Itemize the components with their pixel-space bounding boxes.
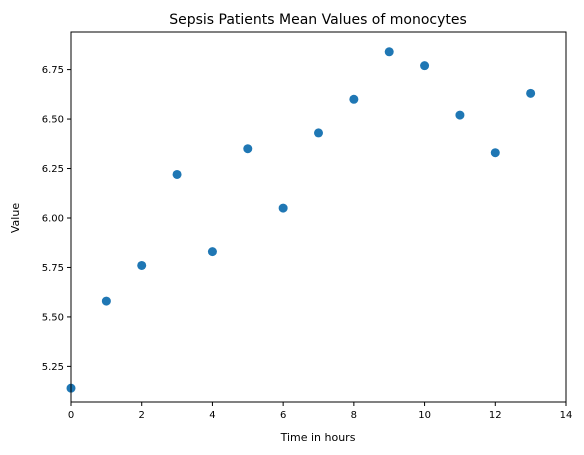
x-axis-label: Time in hours xyxy=(280,431,356,444)
data-point xyxy=(278,203,288,213)
data-point xyxy=(420,61,430,71)
data-point xyxy=(137,260,147,270)
data-point xyxy=(384,47,394,57)
x-axis-ticks: 0 2 4 6 8 10 12 14 xyxy=(68,402,573,421)
chart-title: Sepsis Patients Mean Values of monocytes xyxy=(169,12,467,28)
y-tick-label: 5.25 xyxy=(42,362,64,373)
x-tick-label: 12 xyxy=(489,410,502,421)
data-point xyxy=(349,94,359,104)
x-tick-label: 4 xyxy=(209,410,215,421)
y-axis-label: Value xyxy=(9,203,22,233)
y-tick-label: 6.75 xyxy=(42,65,64,76)
y-tick-label: 5.75 xyxy=(42,263,64,274)
data-point xyxy=(314,128,323,138)
data-point xyxy=(207,247,217,257)
data-point xyxy=(455,110,465,120)
axes-frame xyxy=(70,31,567,403)
y-axis-ticks: 5.25 5.50 5.75 6.00 6.25 6.50 6.75 xyxy=(42,65,71,373)
x-tick-label: 2 xyxy=(139,410,145,421)
x-tick-label: 6 xyxy=(280,410,286,421)
data-point xyxy=(101,296,111,306)
data-point xyxy=(172,169,182,179)
data-point xyxy=(243,144,253,154)
x-tick-label: 8 xyxy=(351,410,357,421)
plot-area xyxy=(66,47,536,393)
data-point xyxy=(490,148,500,158)
data-point xyxy=(526,88,536,98)
y-tick-label: 6.25 xyxy=(42,164,64,175)
y-tick-label: 6.00 xyxy=(42,213,64,224)
y-tick-label: 5.50 xyxy=(42,312,64,323)
x-tick-label: 0 xyxy=(68,410,74,421)
x-tick-label: 14 xyxy=(560,410,573,421)
y-tick-label: 6.50 xyxy=(42,115,64,126)
x-tick-label: 10 xyxy=(418,410,431,421)
